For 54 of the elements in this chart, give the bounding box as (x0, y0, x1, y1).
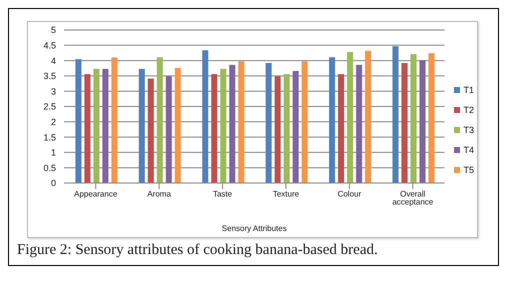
bar (174, 68, 181, 183)
bar (356, 64, 362, 183)
x-tick-label: Aroma (147, 190, 172, 199)
y-tick-label: 1 (50, 148, 56, 158)
text: Figure 2: Sensory attributes of cooking banana-based bread. (16, 241, 379, 260)
y-tick-label: 2.5 (43, 102, 56, 112)
bar (392, 46, 398, 183)
y-tick-label: 3 (50, 86, 56, 96)
legend-label: T1 (462, 84, 474, 94)
bar (401, 63, 408, 183)
legend-label: T4 (462, 144, 474, 154)
y-tick-label: 4.5 (43, 40, 56, 50)
y-tick-label: 4 (50, 56, 56, 66)
bar (302, 61, 308, 183)
bar (166, 76, 172, 183)
x-axis-title: Sensory Attributes (222, 224, 287, 233)
legend-label: T5 (462, 164, 474, 174)
y-tick-label: 3.5 (43, 71, 56, 82)
bar (220, 68, 226, 183)
bar (419, 60, 426, 183)
y-tick-label: 2 (50, 116, 56, 127)
bar (347, 52, 354, 183)
bar (102, 68, 108, 183)
bar (93, 68, 100, 183)
bar (428, 53, 434, 183)
x-tick-label: Overall acceptance (392, 190, 434, 207)
y-tick-label: 5 (50, 25, 56, 36)
x-tick-label: Colour (338, 190, 362, 199)
bar (329, 57, 336, 183)
legend-label: T3 (462, 124, 474, 134)
bar (338, 74, 344, 183)
y-tick-label: 1.5 (43, 132, 56, 142)
legend-label: T2 (462, 104, 474, 114)
y-tick-label: 0.5 (43, 162, 56, 173)
x-tick-label: Taste (212, 190, 233, 199)
bar (111, 58, 118, 183)
bar (238, 61, 244, 183)
bar (274, 76, 281, 183)
y-tick-label: 0 (50, 178, 56, 188)
bar (410, 54, 416, 183)
bar (148, 78, 154, 183)
x-tick-label: Texture (272, 190, 300, 199)
bar (138, 68, 145, 183)
bar (202, 50, 208, 183)
bar (266, 63, 272, 183)
bar (211, 74, 218, 183)
bar (84, 74, 90, 183)
bar (365, 50, 372, 183)
x-tick-label: Appearance (74, 190, 118, 199)
bar (292, 71, 299, 183)
bar (156, 57, 163, 183)
bar (75, 59, 82, 183)
bar (284, 74, 290, 183)
bar (229, 64, 236, 183)
